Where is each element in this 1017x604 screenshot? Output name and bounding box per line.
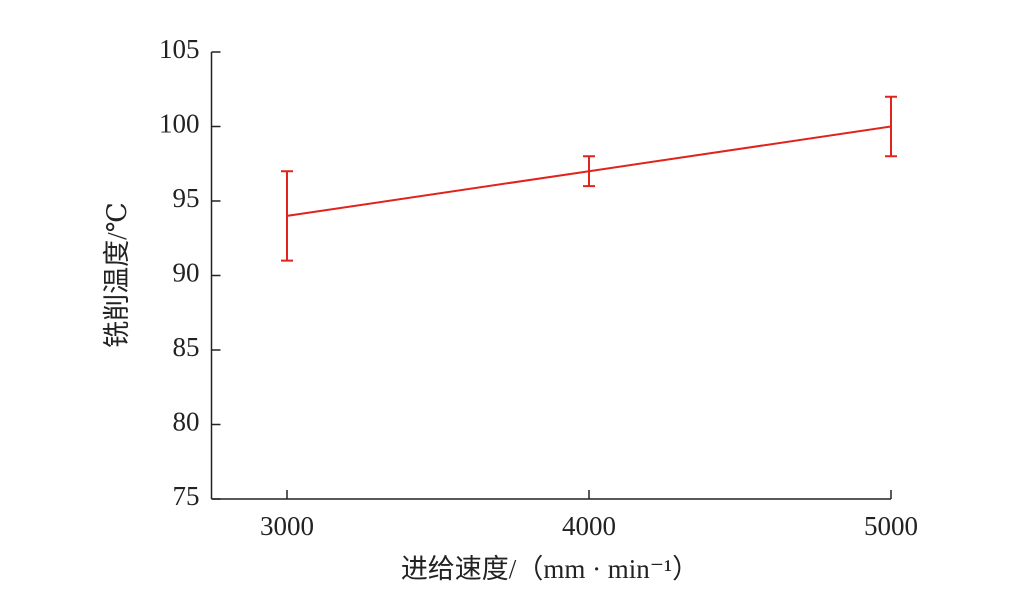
y-tick-label: 85	[173, 332, 200, 362]
y-tick-label: 80	[173, 407, 200, 437]
x-axis-label: 进给速度/（mm · min⁻¹）	[401, 554, 699, 584]
y-axis-label: 铣削温度/℃	[102, 202, 132, 348]
x-tick-label: 5000	[864, 511, 918, 541]
x-tick-label: 3000	[260, 511, 314, 541]
x-tick-label: 4000	[562, 511, 616, 541]
error-bar	[583, 155, 595, 188]
error-bar	[885, 95, 897, 158]
y-tick-label: 105	[159, 34, 200, 64]
y-tick-label: 95	[173, 183, 200, 213]
y-tick-label: 100	[159, 109, 200, 139]
y-tick-label: 75	[173, 481, 200, 511]
y-tick-label: 90	[173, 258, 200, 288]
error-bar	[281, 170, 293, 262]
